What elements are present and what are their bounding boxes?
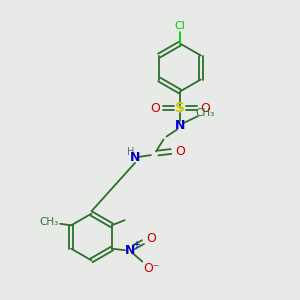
Text: N: N [130,151,140,164]
Text: Cl: Cl [175,21,185,31]
Text: O: O [200,101,210,115]
Text: N: N [175,119,185,133]
Text: S: S [175,101,185,115]
Text: O: O [146,232,156,245]
Text: +: + [132,240,140,250]
Text: N: N [125,244,136,257]
Text: CH₃: CH₃ [39,217,59,227]
Text: H: H [128,147,135,157]
Text: O⁻: O⁻ [143,262,160,275]
Text: CH₃: CH₃ [195,108,214,118]
Text: O: O [176,145,185,158]
Text: O: O [150,101,160,115]
